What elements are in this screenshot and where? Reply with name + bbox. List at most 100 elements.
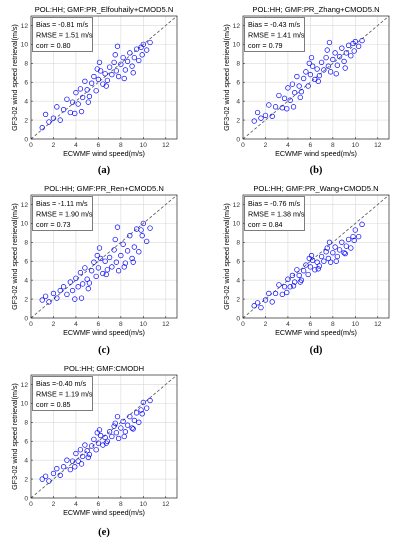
data-point: [336, 54, 343, 60]
data-point: [104, 267, 111, 273]
data-point: [114, 43, 121, 49]
data-point: [258, 115, 264, 121]
data-point: [73, 275, 79, 281]
stat-rmse: RMSE = 1.38 m/s: [248, 210, 305, 219]
data-point: [82, 78, 88, 84]
data-point: [330, 56, 336, 63]
data-point: [144, 238, 150, 245]
data-point: [129, 425, 135, 431]
data-point: [287, 97, 293, 103]
data-point: [345, 42, 352, 48]
x-tick-label: 10: [140, 142, 148, 149]
x-tick-label: 12: [374, 321, 382, 328]
data-point: [297, 279, 303, 285]
data-point: [113, 68, 120, 74]
reference-line: [242, 194, 390, 319]
data-point: [333, 258, 339, 264]
data-point: [308, 54, 315, 61]
data-point: [69, 99, 76, 105]
data-point: [131, 244, 137, 250]
data-point: [113, 259, 120, 265]
data-point: [82, 442, 88, 448]
x-tick-label: 6: [97, 501, 101, 508]
data-point: [39, 297, 45, 303]
y-axis-label: GF3-02 wind speed retrieval(m/s): [10, 203, 19, 310]
data-point: [86, 451, 93, 458]
data-point: [269, 113, 275, 119]
y-tick-label: 10: [21, 401, 29, 408]
y-tick-label: 0: [24, 495, 28, 502]
data-point: [69, 458, 76, 464]
data-point: [114, 224, 121, 230]
data-point: [341, 58, 347, 65]
data-point: [57, 472, 63, 478]
data-point: [307, 72, 314, 78]
data-point: [324, 47, 330, 53]
data-point: [88, 268, 95, 274]
data-point: [75, 458, 81, 464]
data-point: [103, 83, 109, 89]
y-axis-label: GF3-02 wind speed retrieval(m/s): [10, 383, 19, 490]
y-tick-label: 0: [24, 315, 28, 322]
x-tick-label: 4: [74, 501, 78, 508]
data-point: [348, 53, 354, 59]
data-point: [138, 407, 144, 413]
data-point: [111, 247, 117, 253]
data-point: [50, 290, 57, 297]
data-point: [121, 75, 127, 82]
data-point: [95, 76, 102, 83]
data-point: [46, 478, 52, 484]
data-point: [289, 272, 296, 279]
stat-rmse: RMSE = 1.51 m/s: [36, 31, 93, 40]
data-point: [339, 45, 345, 51]
data-point: [138, 227, 144, 233]
data-point: [323, 54, 329, 61]
data-point: [73, 89, 79, 96]
chart-title: POL:HH; GMF:PR_Zhang+CMOD5.N: [252, 5, 379, 14]
data-point: [139, 411, 145, 417]
stat-rmse: RMSE = 1.90 m/s: [36, 210, 93, 219]
data-point: [46, 299, 52, 305]
data-point: [352, 227, 358, 233]
data-point: [91, 436, 97, 442]
data-point: [281, 95, 288, 101]
data-point: [332, 244, 338, 250]
x-tick-label: 10: [140, 501, 148, 508]
data-point: [109, 264, 115, 270]
data-point: [251, 118, 257, 124]
data-point: [325, 255, 332, 262]
y-axis-label: GF3-02 wind speed retrieval(m/s): [10, 24, 19, 131]
chart-title: POL:HH; GMF:CMODH: [64, 364, 144, 373]
data-point: [292, 279, 298, 285]
data-point: [308, 252, 315, 259]
data-point: [284, 106, 290, 112]
data-point: [266, 102, 272, 108]
y-tick-label: 2: [24, 296, 28, 303]
data-point: [296, 83, 302, 89]
x-tick-label: 0: [241, 142, 245, 149]
x-tick-label: 10: [140, 321, 148, 328]
x-tick-label: 12: [162, 321, 170, 328]
data-point: [103, 440, 109, 446]
stats-box: [244, 196, 305, 231]
data-point: [342, 65, 348, 71]
data-point: [342, 251, 348, 257]
data-point: [147, 397, 153, 404]
data-point: [77, 447, 84, 453]
data-point: [147, 39, 153, 46]
data-point: [130, 426, 136, 432]
data-point: [327, 69, 334, 75]
x-tick-label: 12: [374, 142, 382, 149]
stat-bias: Bias = -0.81 m/s: [36, 20, 89, 29]
data-point: [345, 236, 352, 243]
data-point: [103, 271, 109, 278]
data-point: [78, 295, 85, 301]
data-point: [276, 282, 282, 288]
data-point: [54, 466, 60, 472]
stat-corr: corr = 0.84: [248, 220, 283, 229]
data-point: [50, 470, 57, 477]
data-point: [42, 293, 49, 299]
data-point: [140, 399, 146, 406]
data-point: [94, 252, 100, 259]
x-tick-label: 0: [29, 321, 33, 328]
